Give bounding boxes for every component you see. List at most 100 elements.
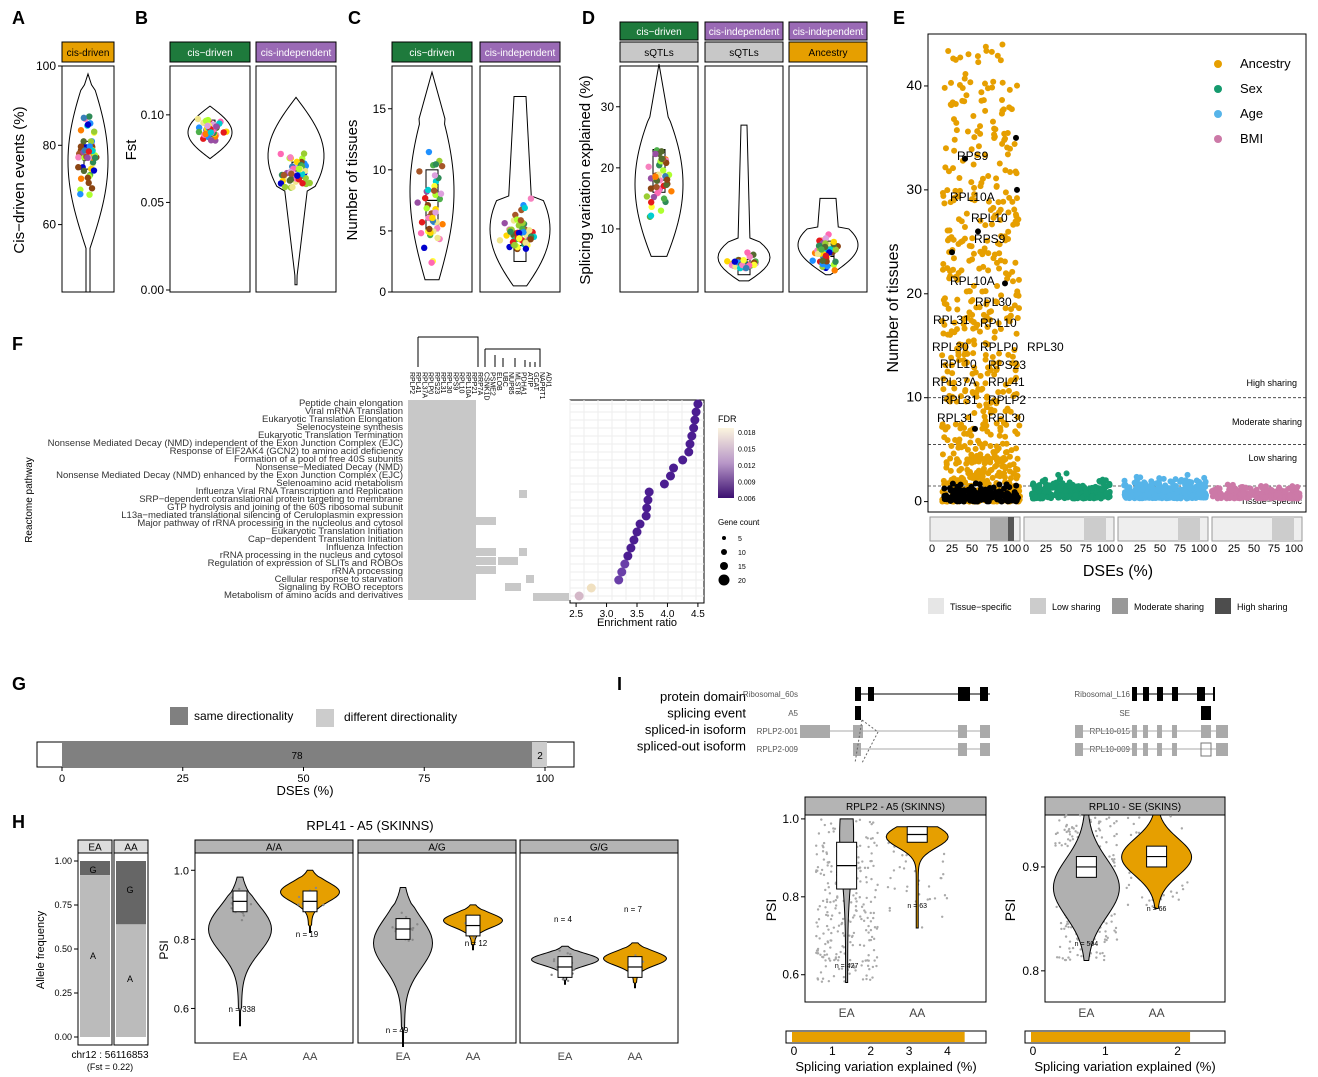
panelE-point-Ancestry — [953, 193, 960, 200]
panelI-jitter — [1110, 914, 1113, 917]
panelI-jitter — [1107, 816, 1111, 819]
panelE-gene-label: RPL30 — [988, 411, 1025, 425]
panelI-jitter — [828, 860, 831, 864]
panel-letter-H: H — [12, 812, 25, 832]
panelI-bar-xtick: 4 — [944, 1044, 951, 1058]
panelF-xlabel: Enrichment ratio — [597, 617, 677, 629]
panelH-jitter — [230, 907, 233, 910]
panelH-count: n = 4 — [554, 915, 573, 924]
panelE-point-Ancestry — [977, 217, 984, 224]
panelD-ytick: 20 — [601, 161, 615, 175]
panelI-jitter — [1080, 954, 1083, 958]
panelB-point — [286, 177, 293, 184]
panelD-point — [652, 150, 659, 158]
panelE-point-Ancestry — [941, 481, 948, 488]
panelE-point-Ancestry — [971, 134, 978, 141]
panelI-jitter — [862, 903, 865, 906]
panelE-point-Sex — [1057, 475, 1064, 482]
panelE-point-Ancestry — [1012, 259, 1019, 266]
panelE-point-Ancestry — [946, 235, 953, 242]
panelI-count: n = 63 — [907, 903, 927, 910]
panelE-high-sharing: High sharing — [1246, 378, 1297, 388]
panelH-allele-G-label: G — [89, 865, 96, 875]
panelE-point-Ancestry — [978, 386, 985, 393]
panelI-jitter — [841, 917, 845, 921]
panelE-point-Ancestry — [968, 432, 975, 439]
panelH-jitter — [391, 926, 394, 929]
panelF-dot — [635, 519, 645, 529]
panelI-jitter — [1113, 858, 1116, 861]
panelI-jitter — [867, 845, 870, 849]
panelE-point-Ancestry — [970, 350, 977, 357]
panelE-point-Ancestry — [1002, 449, 1009, 456]
panelH-count: n = 19 — [296, 930, 319, 939]
panelE-point-Ancestry — [1014, 314, 1021, 321]
panelE-point-BMI — [1292, 493, 1299, 500]
panelF-pathway-label: rRNA processing in the nucleus and cytos… — [220, 550, 403, 561]
panelI-jitter — [1132, 822, 1135, 826]
panelI-jitter — [1058, 945, 1062, 949]
panelE-point-Sex — [1090, 484, 1097, 491]
panelE-low-sharing: Low sharing — [1248, 453, 1297, 463]
panelH-jitter — [404, 915, 408, 919]
panelE-point-Sex — [1094, 494, 1101, 501]
panelI-jitter — [822, 932, 825, 935]
panelE-point-Ancestry — [1013, 195, 1020, 202]
panelF-heatmap-cell — [498, 557, 518, 565]
panelE-point-Ancestry — [986, 364, 993, 371]
panelE-point-Ancestry — [952, 436, 959, 443]
panelI-jitter — [1113, 822, 1116, 825]
panelE-point-Age — [1178, 476, 1185, 483]
panelA-strip-label: cis-driven — [67, 48, 110, 59]
panelC-point — [515, 229, 523, 237]
panelI-jitter — [1140, 896, 1144, 899]
panelI-jitter — [1098, 820, 1101, 823]
panelE-point-Ancestry — [994, 299, 1001, 306]
panelI-jitter — [829, 870, 833, 873]
panelF-gene-label: RPL31 — [439, 372, 446, 394]
panelE-point-Ancestry — [991, 371, 998, 378]
panelI-jitter — [1137, 831, 1141, 835]
panelE-point-Ancestry — [991, 251, 998, 258]
panelI-jitter — [876, 925, 879, 929]
panelD-point — [822, 235, 829, 242]
panelB-point — [202, 130, 209, 138]
panelF-gene-label: RPS9 — [451, 372, 458, 390]
panelE-point-Ancestry — [959, 238, 966, 245]
panelE-point-Ancestry — [991, 131, 998, 138]
panelE-point-Age — [1169, 479, 1176, 486]
panelI-jitter — [1064, 925, 1068, 928]
panelE-highlight-point — [941, 492, 948, 499]
panelI-isoform-in-exon — [1216, 725, 1228, 738]
panelE-point-Ancestry — [976, 328, 983, 335]
panelD-strip-top — [704, 21, 784, 41]
panelI-jitter — [1065, 814, 1068, 817]
panelI-jitter — [873, 896, 877, 899]
panelF-fdr-tick: 0.018 — [738, 430, 756, 437]
panelE-point-Ancestry — [949, 370, 956, 377]
panelE-point-Ancestry — [958, 218, 965, 225]
panelI-jitter — [1064, 842, 1067, 846]
panelI-jitter — [821, 850, 825, 853]
panelI-jitter — [824, 942, 827, 946]
panelI-jitter — [822, 858, 826, 861]
panelD-point — [658, 155, 665, 162]
panelI-jitter — [1100, 836, 1104, 839]
panelF-xtick: 4.5 — [691, 609, 705, 620]
panelE-point-Ancestry — [977, 123, 984, 130]
panelE-gene-label: RPL30 — [932, 340, 969, 354]
panelE-point-Ancestry — [999, 96, 1006, 103]
panelD-point — [809, 257, 816, 264]
panelE-point-Ancestry — [951, 136, 958, 143]
panelI-jitter — [1113, 864, 1116, 868]
panelI-jitter — [870, 852, 873, 855]
panelE-point-Ancestry — [965, 468, 972, 475]
panelI-jitter — [868, 820, 872, 824]
panelI-isoform-in-exon — [853, 725, 863, 738]
panelF-gene-label: RPP21 — [470, 372, 477, 394]
panelE-point-Ancestry — [1002, 189, 1009, 196]
panelH-jitter — [572, 968, 575, 972]
panelC-frame-1 — [391, 65, 473, 293]
panelH-jitter — [634, 954, 637, 957]
panelE-point-Ancestry — [961, 98, 968, 105]
